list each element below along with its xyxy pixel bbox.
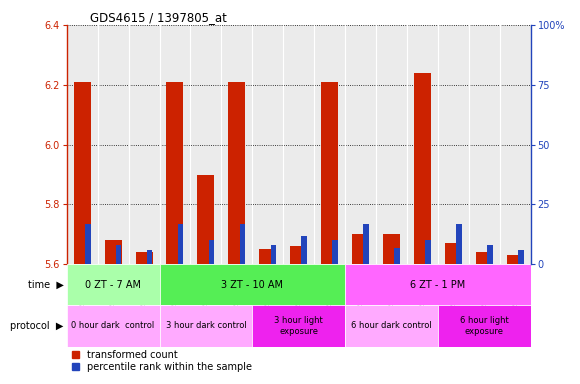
Bar	[252, 305, 345, 346]
Bar	[116, 245, 121, 264]
Bar	[283, 25, 314, 264]
Text: 0 hour dark  control: 0 hour dark control	[71, 321, 155, 331]
Bar	[160, 264, 345, 305]
Bar	[197, 174, 215, 264]
Bar	[352, 234, 369, 264]
Bar	[190, 25, 222, 264]
Bar	[290, 246, 307, 264]
Bar	[507, 255, 524, 264]
Bar	[469, 25, 500, 264]
Bar	[407, 25, 438, 264]
Text: 3 hour dark control: 3 hour dark control	[165, 321, 246, 331]
Bar	[321, 82, 338, 264]
Bar	[518, 250, 524, 264]
Bar	[314, 25, 345, 264]
Bar	[414, 73, 431, 264]
Bar	[229, 82, 245, 264]
Bar	[74, 82, 90, 264]
Bar	[456, 223, 462, 264]
Bar	[345, 25, 376, 264]
Bar	[222, 25, 252, 264]
Bar	[209, 240, 214, 264]
Text: time  ▶: time ▶	[28, 280, 64, 290]
Bar	[67, 305, 160, 346]
Bar	[332, 240, 338, 264]
Bar	[345, 264, 531, 305]
Bar	[270, 245, 276, 264]
Bar	[240, 223, 245, 264]
Bar	[147, 250, 153, 264]
Bar	[177, 223, 183, 264]
Bar	[104, 240, 122, 264]
Bar	[394, 248, 400, 264]
Text: 0 ZT - 7 AM: 0 ZT - 7 AM	[85, 280, 141, 290]
Bar	[383, 234, 400, 264]
Bar	[252, 25, 283, 264]
Text: 6 ZT - 1 PM: 6 ZT - 1 PM	[410, 280, 466, 290]
Bar	[445, 243, 462, 264]
Text: 3 ZT - 10 AM: 3 ZT - 10 AM	[222, 280, 283, 290]
Text: GDS4615 / 1397805_at: GDS4615 / 1397805_at	[90, 11, 227, 24]
Text: protocol  ▶: protocol ▶	[10, 321, 64, 331]
Bar	[438, 25, 469, 264]
Bar	[97, 25, 129, 264]
Bar	[345, 305, 438, 346]
Text: 6 hour light
exposure: 6 hour light exposure	[460, 316, 509, 336]
Legend: transformed count, percentile rank within the sample: transformed count, percentile rank withi…	[71, 350, 252, 372]
Bar	[425, 240, 431, 264]
Bar	[129, 25, 160, 264]
Bar	[376, 25, 407, 264]
Text: 3 hour light
exposure: 3 hour light exposure	[274, 316, 323, 336]
Bar	[259, 249, 276, 264]
Text: 6 hour dark control: 6 hour dark control	[351, 321, 432, 331]
Bar	[476, 252, 493, 264]
Bar	[363, 223, 369, 264]
Bar	[302, 235, 307, 264]
Bar	[85, 223, 90, 264]
Bar	[438, 305, 531, 346]
Bar	[160, 305, 252, 346]
Bar	[500, 25, 531, 264]
Bar	[67, 25, 97, 264]
Bar	[136, 252, 153, 264]
Bar	[166, 82, 183, 264]
Bar	[67, 264, 160, 305]
Bar	[160, 25, 190, 264]
Bar	[487, 245, 492, 264]
